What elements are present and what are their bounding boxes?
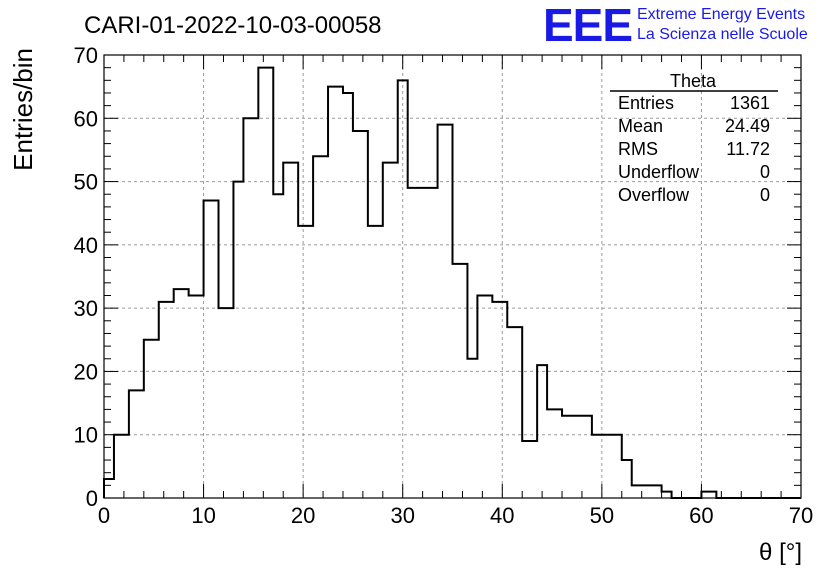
stats-value: 0 <box>760 185 770 205</box>
histogram-bin <box>622 460 632 498</box>
histogram-bin <box>189 295 204 498</box>
y-tick-label: 10 <box>74 423 98 448</box>
stats-label: Underflow <box>618 162 700 182</box>
histogram-bin <box>114 435 129 498</box>
y-tick-label: 60 <box>74 106 98 131</box>
eee-logo: EEE Extreme Energy Events La Scienza nel… <box>543 0 808 51</box>
logo-line-2: La Scienza nelle Scuole <box>637 26 808 43</box>
x-tick-label: 0 <box>98 503 110 528</box>
histogram-outline <box>103 66 801 499</box>
x-tick-label: 70 <box>789 503 813 528</box>
x-tick-label: 60 <box>689 503 713 528</box>
histogram-bin <box>174 289 189 498</box>
histogram-bin <box>408 188 438 498</box>
y-tick-label: 70 <box>74 43 98 68</box>
histogram-bin <box>273 194 283 498</box>
y-tick-label: 0 <box>86 486 98 511</box>
axis-ticks <box>103 54 802 499</box>
histogram-bin <box>537 365 547 498</box>
histogram-bin <box>233 182 243 498</box>
histogram-bin <box>343 93 353 498</box>
stats-rows: Entries 1361 Mean 24.49 RMS 11.72 Underflow 0 Ov… <box>618 93 770 205</box>
stats-label: Overflow <box>618 185 690 205</box>
stats-value: 11.72 <box>726 139 770 159</box>
x-tick-label: 40 <box>490 503 514 528</box>
stats-value: 1361 <box>730 93 770 113</box>
x-tick-label: 30 <box>390 503 414 528</box>
y-tick-label: 50 <box>74 170 98 195</box>
chart-title: CARI-01-2022-10-03-00058 <box>84 12 382 39</box>
plot-frame <box>103 54 802 499</box>
histogram-bin <box>492 302 507 498</box>
histogram-bin <box>477 295 492 498</box>
stats-box: Theta Entries 1361 Mean 24.49 RMS 11.72 Underf… <box>610 71 778 205</box>
histogram-bin <box>328 87 343 498</box>
stats-label: Mean <box>618 116 663 136</box>
histogram-bin <box>592 435 622 498</box>
tick-labels: 0 10 20 30 40 50 60 70 0 10 20 30 40 50 60 70 <box>74 43 814 528</box>
eee-logo-mark: EEE <box>543 0 632 51</box>
stats-title: Theta <box>670 71 717 91</box>
histogram-bin <box>453 264 468 498</box>
histogram-bin <box>313 156 328 498</box>
x-tick-label: 20 <box>291 503 315 528</box>
logo-line-1: Extreme Energy Events <box>637 6 805 23</box>
histogram-bin <box>104 479 114 498</box>
histogram-bin <box>701 492 716 498</box>
x-tick-label: 10 <box>191 503 215 528</box>
histogram-bin <box>522 441 537 498</box>
x-tick-label: 50 <box>590 503 614 528</box>
histogram-bin <box>353 131 368 498</box>
histogram-bin <box>159 302 174 498</box>
histogram-bin <box>129 390 144 498</box>
histogram-bin <box>219 308 234 498</box>
histogram-bin <box>243 118 258 498</box>
histogram-bin <box>438 125 453 498</box>
histogram-bin <box>547 409 562 498</box>
histogram-bin <box>204 201 219 498</box>
histogram-bin <box>562 416 592 498</box>
y-axis-label: Entries/bin <box>8 48 38 171</box>
histogram-bin <box>144 340 159 498</box>
stats-label: Entries <box>618 93 674 113</box>
histogram-bin <box>368 226 383 498</box>
stats-value: 24.49 <box>725 116 770 136</box>
histogram-bin <box>467 359 477 498</box>
histogram-bin <box>398 80 408 498</box>
histogram-bin <box>662 492 672 498</box>
histogram-bin <box>283 163 298 498</box>
y-tick-label: 30 <box>74 296 98 321</box>
histogram-bin <box>507 327 522 498</box>
histogram-bin <box>383 163 398 498</box>
x-axis-label: θ [°] <box>759 539 802 566</box>
stats-value: 0 <box>760 162 770 182</box>
y-tick-label: 20 <box>74 359 98 384</box>
stats-label: RMS <box>618 139 658 159</box>
histogram-bin <box>258 68 273 498</box>
y-tick-label: 40 <box>74 233 98 258</box>
histogram-bin <box>632 485 662 498</box>
histogram-bin <box>298 226 313 498</box>
